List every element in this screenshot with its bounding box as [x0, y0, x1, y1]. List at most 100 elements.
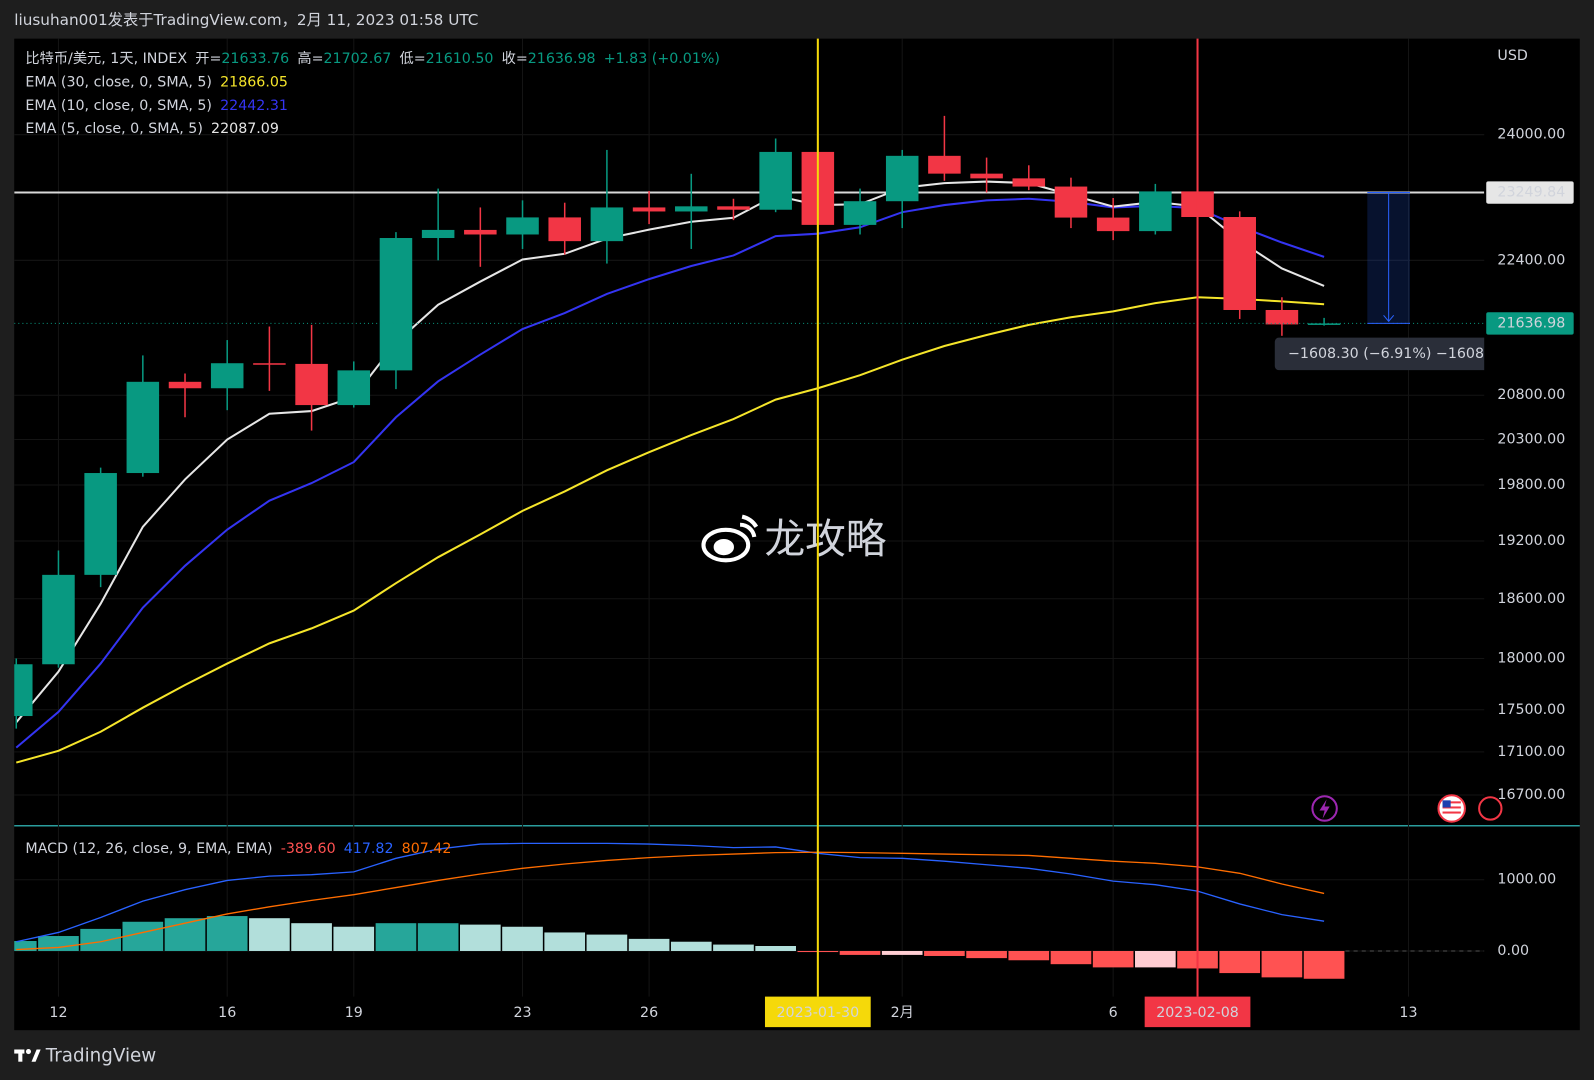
- macd-histogram-bar: [1261, 950, 1303, 978]
- measure-arrowhead: [1383, 314, 1395, 323]
- y-tick-label: 18600.00: [1497, 591, 1565, 607]
- legend-macd-value: 807.42: [402, 841, 452, 857]
- macd-histogram-bar: [839, 950, 881, 955]
- macd-histogram-bar: [1135, 950, 1176, 968]
- price-pane: [14, 115, 1485, 764]
- macd-histogram-bar: [38, 936, 79, 951]
- legend-macd-value: 417.82: [344, 841, 394, 857]
- candle-body: [1054, 186, 1088, 218]
- legend-ema-value: 21866.05: [220, 74, 288, 90]
- legend-ema-name: EMA (5, close, 0, SMA, 5): [25, 121, 203, 137]
- candle-body: [42, 574, 75, 665]
- macd-histogram-bar: [14, 941, 37, 951]
- candle-body: [506, 217, 539, 235]
- candle-body: [717, 206, 750, 210]
- candle-body: [885, 155, 919, 202]
- macd-histogram-bar: [628, 938, 670, 951]
- macd-histogram-bar: [1219, 950, 1261, 974]
- y-tick-label: 19800.00: [1497, 477, 1565, 493]
- candle-body: [210, 363, 244, 389]
- y-tick-label: 20300.00: [1497, 432, 1565, 448]
- x-tick-label: 12: [49, 1005, 67, 1021]
- legend-main: 比特币/美元, 1天, INDEX 开=21633.76 高=21702.67 低=2…: [25, 50, 720, 67]
- candle-body: [295, 363, 328, 406]
- legend-ohlc-value: 21636.98: [528, 51, 596, 67]
- macd-histogram-bar: [80, 928, 121, 951]
- candle-body: [632, 207, 666, 212]
- y-tick-label: 16700.00: [1497, 787, 1565, 803]
- hline-label-bg: [1486, 181, 1574, 204]
- y-tick-label: 18000.00: [1497, 650, 1565, 666]
- candle-body: [1139, 191, 1172, 232]
- macd-histogram-bar: [881, 950, 923, 955]
- macd-histogram-bar: [1092, 950, 1134, 968]
- tradingview-logo: [14, 1048, 41, 1062]
- macd-histogram-bar: [291, 923, 332, 951]
- candle-body: [590, 207, 624, 242]
- legend-ema-name: EMA (30, close, 0, SMA, 5): [25, 74, 212, 90]
- candle-body: [1096, 217, 1130, 232]
- y-tick-label: 20800.00: [1497, 387, 1565, 403]
- macd-histogram-bar: [1050, 950, 1092, 965]
- candle-body: [168, 381, 202, 389]
- macd-histogram-bar: [713, 944, 754, 951]
- macd-histogram-bar: [924, 950, 965, 956]
- macd-pane: [14, 842, 1485, 979]
- macd-histogram-bar: [755, 946, 796, 951]
- economic-event-icon[interactable]: [1437, 794, 1503, 823]
- candle-body: [843, 201, 877, 225]
- legend-ohlc-label: 开=: [195, 51, 221, 67]
- candle-body: [970, 173, 1003, 179]
- candle-body: [14, 664, 33, 717]
- legend-ohlc-label: 低=: [399, 50, 425, 67]
- macd-histogram-bar: [206, 916, 248, 951]
- macd-histogram-bar: [249, 918, 290, 951]
- legend-ohlc-value: 21702.67: [324, 51, 392, 67]
- legend-change: +1.83 (+0.01%): [604, 51, 720, 67]
- legend-macd-value: -389.60: [281, 841, 336, 857]
- x-tick-label: 6: [1109, 1005, 1118, 1021]
- candle-body: [337, 370, 371, 406]
- x-tick-label: 26: [640, 1005, 658, 1021]
- legend-ohlc-value: 21633.76: [221, 51, 289, 67]
- vline-label: 2023-02-08: [1156, 1005, 1239, 1021]
- vline-label-bg: [764, 996, 871, 1028]
- macd-line: [16, 842, 1325, 943]
- event-icon[interactable]: [1311, 795, 1338, 822]
- candle-body: [548, 217, 581, 242]
- overlay: 16700.00 17100.00 17500.00 18000.00 18600.00…: [25, 38, 1574, 1028]
- macd-histogram-bar: [333, 926, 375, 951]
- candle-body: [1307, 323, 1341, 325]
- x-tick-label: 19: [345, 1005, 363, 1021]
- legend-ema: EMA (5, close, 0, SMA, 5) 22087.09: [25, 121, 278, 137]
- measure-bg: [1274, 337, 1485, 371]
- hline-label: 23249.84: [1497, 185, 1565, 201]
- y-tick-label: 17100.00: [1497, 744, 1565, 760]
- currency-label: USD: [1497, 48, 1527, 64]
- macd-histogram-bar: [502, 926, 543, 951]
- vline-label-bg: [1144, 996, 1251, 1028]
- x-tick-label: 23: [513, 1005, 531, 1021]
- candle-body: [421, 229, 455, 239]
- x-tick-label: 13: [1399, 1005, 1417, 1021]
- legend-ohlc-value: 21610.50: [426, 51, 494, 67]
- legend-ema: EMA (30, close, 0, SMA, 5) 21866.05: [25, 74, 288, 90]
- macd-histogram-bar: [670, 941, 712, 951]
- measure-box: −1608.30 (−6.91%) −160830: [1274, 337, 1485, 371]
- y-tick-label: 19200.00: [1497, 533, 1565, 549]
- candle-body: [928, 155, 961, 174]
- legend-symbol: 比特币/美元, 1天, INDEX: [25, 50, 187, 67]
- chart-background: [14, 38, 1580, 1031]
- footer-brand: TradingView: [45, 1046, 157, 1067]
- legend-ema-name: EMA (10, close, 0, SMA, 5): [25, 98, 212, 114]
- ema-line: [15, 180, 1325, 723]
- macd-histogram-bar: [460, 924, 501, 951]
- current-price-bg: [1486, 312, 1574, 335]
- ema-line: [15, 197, 1325, 749]
- candle-body: [379, 238, 413, 371]
- y-tick-label: 24000.00: [1497, 127, 1565, 143]
- watermark-icon: [701, 514, 759, 563]
- legend-ema-value: 22442.31: [220, 98, 288, 114]
- legend-ema-value: 22087.09: [211, 121, 279, 137]
